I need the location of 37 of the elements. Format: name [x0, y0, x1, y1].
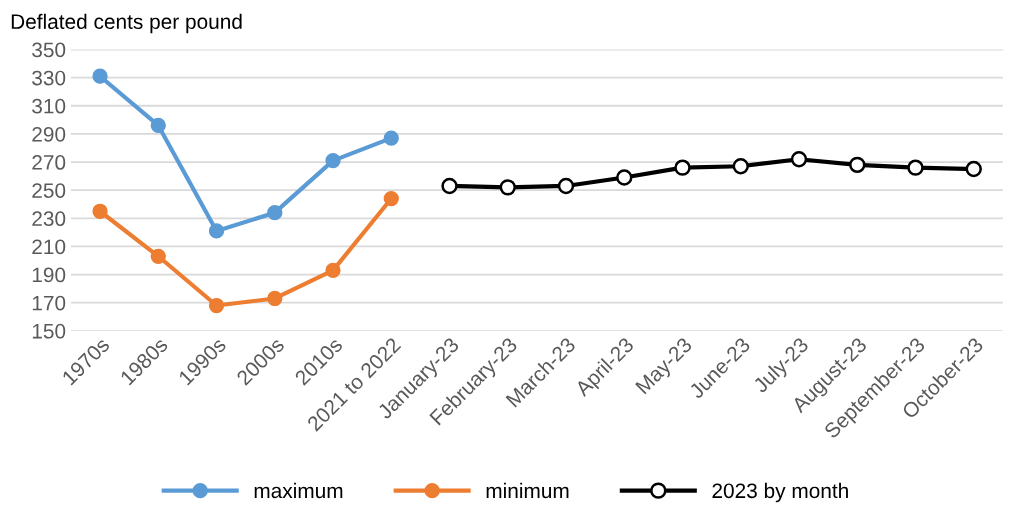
point	[790, 151, 808, 168]
point	[208, 297, 225, 314]
point	[441, 177, 458, 195]
point	[92, 68, 108, 84]
y-tick-label: 290	[32, 126, 66, 142]
point	[325, 152, 341, 169]
point	[965, 160, 982, 178]
y-tick-label: 170	[32, 295, 66, 311]
legend-label: 2023 by month	[712, 482, 848, 503]
point	[557, 177, 575, 195]
y-tick-label: 330	[32, 70, 66, 86]
legend-label: minimum	[486, 482, 569, 499]
y-axis-title: Deflated cents per pound	[11, 13, 242, 34]
y-tick-label: 230	[32, 211, 66, 227]
y-tick-label: 310	[32, 98, 66, 114]
y-tick-label: 210	[32, 239, 66, 255]
point	[732, 158, 749, 175]
point	[674, 159, 691, 176]
legend-label: maximum	[254, 482, 343, 499]
point	[383, 190, 399, 207]
point	[267, 205, 283, 221]
point	[150, 117, 166, 134]
point	[92, 203, 108, 219]
point	[150, 248, 166, 264]
point	[849, 156, 866, 174]
point	[499, 179, 516, 196]
point	[616, 169, 633, 186]
point	[907, 159, 924, 176]
y-tick-label: 190	[32, 267, 66, 283]
point	[325, 262, 341, 278]
point	[383, 130, 399, 146]
point	[208, 223, 225, 239]
y-tick-label: 270	[32, 155, 66, 170]
y-tick-label: 150	[32, 323, 66, 339]
y-tick-label: 250	[32, 183, 66, 198]
y-tick-label: 350	[32, 42, 66, 58]
point	[267, 290, 283, 307]
